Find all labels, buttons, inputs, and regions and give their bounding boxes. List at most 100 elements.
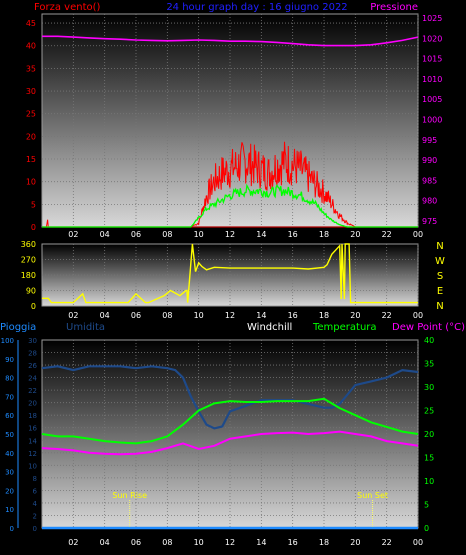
umidita-y-tick: 0: [33, 525, 37, 533]
wind-y-tick: 45: [26, 19, 36, 28]
wind-panel-x-tick: 22: [382, 230, 392, 239]
wind-y-tick: 30: [26, 87, 36, 96]
direction-panel-x-tick: 08: [162, 311, 172, 320]
pressure-y-tick: 1010: [422, 75, 442, 84]
temperatura-line: [41, 397, 419, 445]
umidita-y-tick: 22: [28, 387, 37, 395]
dew-point-label: Dew Point (°C): [392, 322, 465, 333]
wind-axis-label: Forza vento(): [34, 2, 101, 13]
wind-panel-x-tick: 06: [131, 230, 141, 239]
umidita-y-tick: 14: [28, 437, 37, 445]
umidita-y-tick: 28: [28, 350, 37, 358]
umidita-y-tick: 10: [28, 462, 37, 470]
temperature-y-tick: 0: [424, 524, 429, 533]
pressure-axis-label: Pressione: [370, 2, 418, 13]
pioggia-y-tick: 10: [5, 506, 14, 514]
pioggia-y-tick: 90: [5, 356, 14, 364]
sunrise-label: Sun Rise: [112, 491, 147, 500]
umidita-label: Umidita: [66, 322, 105, 333]
wind-y-tick: 0: [31, 223, 36, 232]
pressure-y-tick: 980: [422, 197, 437, 206]
umidita-y-tick: 6: [33, 487, 38, 495]
wind-panel-x-tick: 18: [319, 230, 329, 239]
direction-panel-x-tick: 04: [100, 311, 110, 320]
temperature-panel-x-tick: 10: [194, 538, 204, 547]
umidita-y-tick: 30: [28, 337, 37, 345]
temperature-y-tick: 20: [424, 430, 434, 439]
pressure-y-tick: 1025: [422, 14, 442, 23]
compass-label: N: [436, 241, 443, 252]
compass-label: S: [437, 271, 443, 282]
wind-y-tick: 20: [26, 132, 36, 141]
pressure-y-tick: 1000: [422, 115, 442, 124]
pioggia-label: Pioggia: [0, 322, 36, 333]
pressure-y-tick: 1020: [422, 34, 442, 43]
direction-y-tick: 270: [21, 256, 36, 265]
umidita-y-tick: 8: [33, 475, 37, 483]
wind-panel-x-tick: 08: [162, 230, 172, 239]
wind-y-tick: 25: [26, 110, 36, 119]
temperatura-label: Temperatura: [312, 322, 377, 333]
umidita-line: [41, 365, 419, 430]
average-wind-line: [42, 183, 418, 228]
pressure-line: [42, 35, 419, 47]
wind-panel-x-tick: 14: [256, 230, 266, 239]
direction-y-tick: 90: [26, 287, 36, 296]
pioggia-y-tick: 20: [5, 487, 14, 495]
graph-title: 24 hour graph day : 16 giugno 2022: [166, 2, 347, 13]
temperature-panel-x-tick: 14: [256, 538, 266, 547]
dew-point-line: [41, 430, 419, 456]
direction-panel-x-tick: 22: [382, 311, 392, 320]
wind-y-tick: 35: [26, 64, 36, 73]
wind-y-tick: 15: [26, 155, 36, 164]
temperature-panel-x-tick: 04: [100, 538, 110, 547]
pioggia-y-tick: 70: [5, 393, 14, 401]
temperature-y-tick: 25: [424, 407, 434, 416]
pressure-y-tick: 995: [422, 136, 437, 145]
direction-y-tick: 0: [31, 302, 36, 311]
direction-panel-x-tick: 00: [413, 311, 423, 320]
pioggia-y-tick: 30: [5, 469, 14, 477]
wind-panel-x-tick: 20: [350, 230, 360, 239]
umidita-y-tick: 20: [28, 400, 37, 408]
temperature-panel-x-tick: 22: [382, 538, 392, 547]
temperature-panel-x-tick: 02: [68, 538, 78, 547]
wind-panel-x-tick: 02: [68, 230, 78, 239]
temperature-panel-x-tick: 12: [225, 538, 235, 547]
direction-panel-x-tick: 16: [288, 311, 298, 320]
pioggia-y-tick: 0: [10, 525, 14, 533]
temperature-panel-x-tick: 20: [350, 538, 360, 547]
temperature-panel-x-tick: 18: [319, 538, 329, 547]
temperature-y-tick: 40: [424, 336, 434, 345]
wind-panel-x-tick: 00: [413, 230, 423, 239]
pioggia-y-tick: 60: [5, 412, 14, 420]
pressure-y-tick: 985: [422, 176, 437, 185]
pressure-y-tick: 1015: [422, 55, 442, 64]
temperature-panel-x-tick: 16: [288, 538, 298, 547]
direction-panel-x-tick: 14: [256, 311, 266, 320]
pressure-y-tick: 975: [422, 217, 437, 226]
temperature-y-tick: 35: [424, 360, 434, 369]
pioggia-y-tick: 50: [5, 431, 14, 439]
pioggia-y-tick: 100: [1, 337, 14, 345]
compass-label: W: [435, 256, 445, 267]
pioggia-y-tick: 80: [5, 375, 14, 383]
umidita-y-tick: 26: [28, 362, 37, 370]
umidita-y-tick: 12: [28, 450, 37, 458]
temperature-y-tick: 5: [424, 501, 429, 510]
wind-y-tick: 40: [26, 42, 36, 51]
wind-panel-x-tick: 04: [100, 230, 110, 239]
pressure-y-tick: 990: [422, 156, 437, 165]
direction-panel-x-tick: 20: [350, 311, 360, 320]
temperature-panel-x-tick: 06: [131, 538, 141, 547]
umidita-y-tick: 2: [33, 512, 37, 520]
umidita-y-tick: 24: [28, 375, 37, 383]
direction-y-tick: 180: [21, 271, 36, 280]
direction-panel-x-tick: 12: [225, 311, 235, 320]
wind-panel-x-tick: 12: [225, 230, 235, 239]
temperature-panel-x-tick: 00: [413, 538, 423, 547]
temperature-panel-x-tick: 08: [162, 538, 172, 547]
wind-y-tick: 5: [31, 200, 36, 209]
direction-panel-x-tick: 10: [194, 311, 204, 320]
